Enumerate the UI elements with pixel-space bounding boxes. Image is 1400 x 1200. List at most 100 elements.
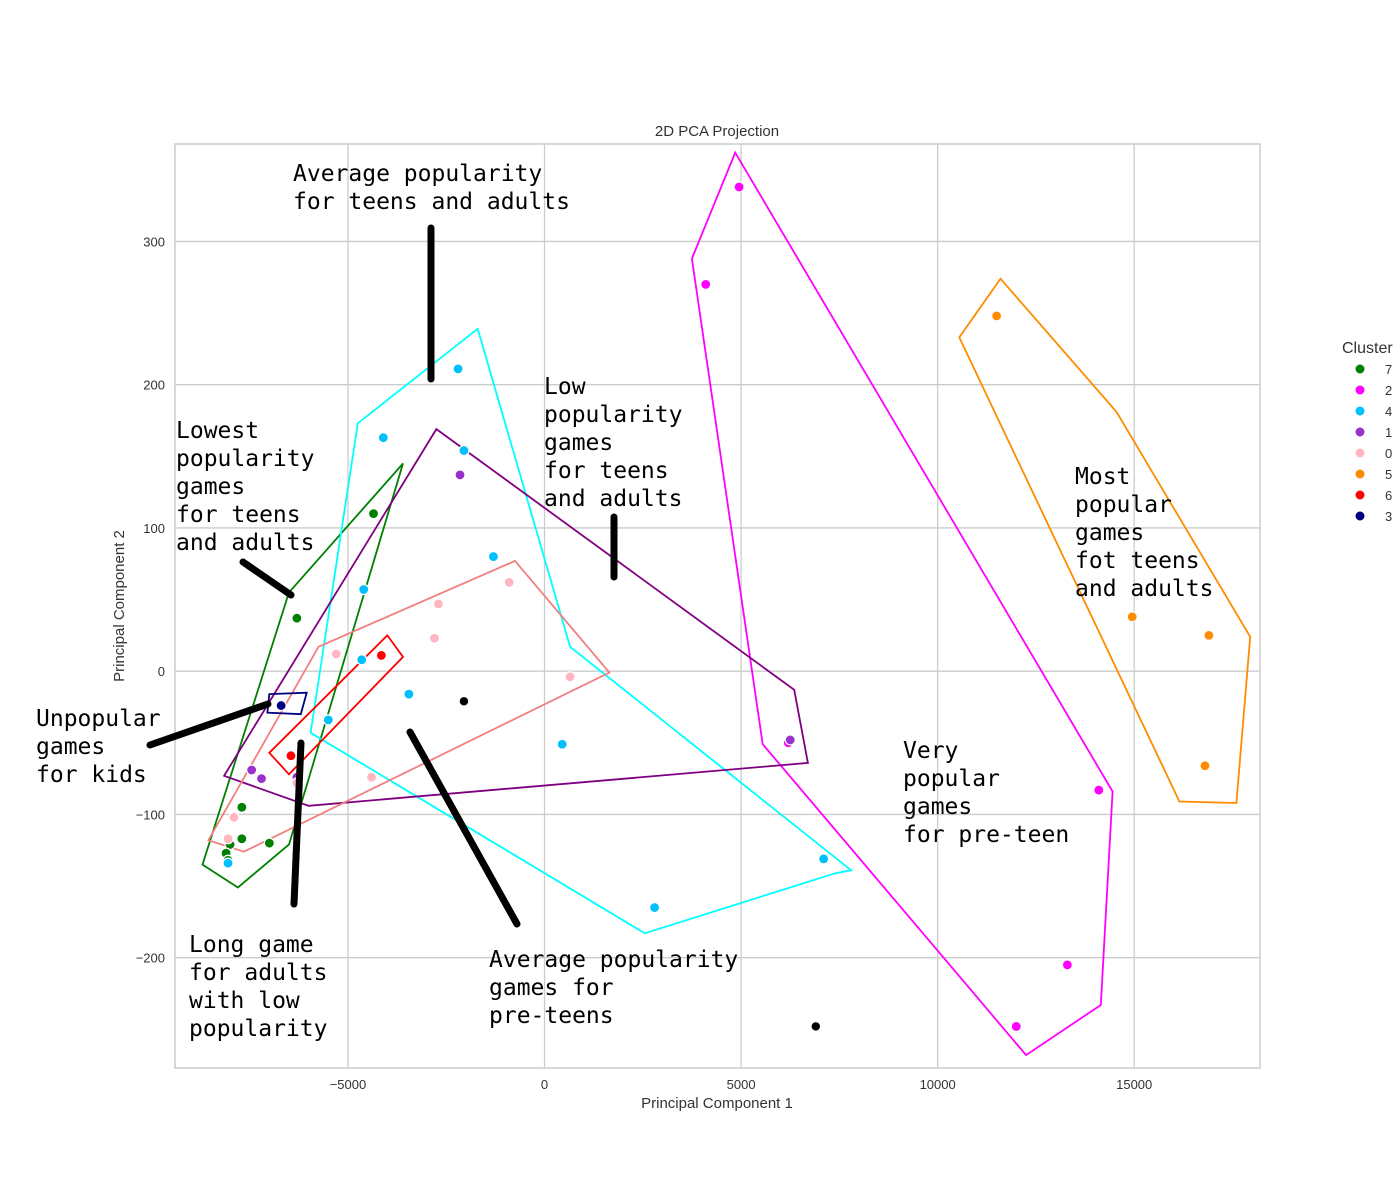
annotation-line: Long game xyxy=(189,932,314,958)
cluster-4-point xyxy=(356,654,368,666)
cluster-7-point xyxy=(263,837,275,849)
legend-label: 1 xyxy=(1385,425,1392,440)
annotation-very-popular-pre-teen: Very popular games for pre-teen xyxy=(903,738,1069,848)
y-axis-label: Principal Component 2 xyxy=(111,530,128,682)
annotation-long-game-adults: Long game for adults with low popularity xyxy=(189,932,341,1042)
y-tick-label: 300 xyxy=(143,234,165,249)
y-axis-ticks: −200 −100 0 100 200 300 xyxy=(136,234,165,965)
legend-label: 2 xyxy=(1385,383,1392,398)
legend-marker xyxy=(1354,447,1366,459)
legend-marker xyxy=(1354,384,1366,396)
annotations: Average popularity for teens and adults … xyxy=(36,161,1213,1042)
pointer-lowest-teens-adults xyxy=(239,558,295,599)
legend-label: 4 xyxy=(1385,404,1392,419)
cluster-0-point xyxy=(503,576,515,588)
annotation-line: and adults xyxy=(1075,576,1213,602)
y-tick-label: −200 xyxy=(136,951,165,966)
annotation-line: games xyxy=(544,430,613,456)
cluster-5-point xyxy=(1126,611,1138,623)
cluster-4-point xyxy=(487,550,500,563)
y-tick-label: −100 xyxy=(136,807,165,822)
annotation-line: for teens xyxy=(176,502,301,528)
annotation-line: Low xyxy=(544,374,586,400)
annotation-line: games xyxy=(903,794,972,820)
unassigned-point xyxy=(459,697,469,706)
annotation-line: games xyxy=(176,474,245,500)
annotation-line: popularity xyxy=(176,446,314,472)
annotation-line: for teens xyxy=(544,458,669,484)
cluster-2-point xyxy=(1010,1020,1022,1033)
annotation-line: games xyxy=(36,734,105,760)
legend-marker xyxy=(1354,510,1366,522)
cluster-1-point xyxy=(784,734,796,746)
pointer-long-game-adults xyxy=(290,739,305,908)
cluster-5-point xyxy=(1199,760,1211,772)
cluster-7-point xyxy=(236,833,248,845)
cluster-4-point xyxy=(377,432,389,444)
cluster-0-point xyxy=(222,833,234,845)
x-axis-ticks: −5000 0 5000 10000 15000 xyxy=(330,1077,1153,1092)
annotation-line: pre-teens xyxy=(489,1003,614,1029)
annotation-strokes xyxy=(146,224,618,928)
legend-marker xyxy=(1354,363,1366,375)
grid xyxy=(175,144,1260,1068)
x-tick-label: −5000 xyxy=(330,1077,367,1092)
legend-marker xyxy=(1354,405,1366,417)
x-tick-label: 10000 xyxy=(920,1077,956,1092)
x-tick-label: 15000 xyxy=(1116,1077,1152,1092)
annotation-line: popularity xyxy=(189,1016,327,1042)
cluster-4-point xyxy=(458,444,470,457)
cluster-4-hull xyxy=(309,327,854,935)
cluster-hulls xyxy=(201,150,1252,1057)
cluster-4-point xyxy=(556,738,568,750)
legend: Cluster 7 2 4 1 0 5 6 3 xyxy=(1342,340,1393,524)
cluster-5-point xyxy=(1203,629,1215,641)
cluster-1-point xyxy=(246,764,258,776)
annotation-unpopular-kids: Unpopular games for kids xyxy=(36,706,174,788)
x-tick-label: 0 xyxy=(541,1077,548,1092)
annotation-low-teens-adults: Low popularity games for teens and adult… xyxy=(544,374,696,512)
pointer-average-pre-teens xyxy=(406,728,521,928)
cluster-7-point xyxy=(236,801,248,813)
cluster-0-point xyxy=(330,648,342,660)
cluster-6-point xyxy=(285,750,297,762)
annotation-line: for pre-teen xyxy=(903,822,1069,848)
pointer-unpopular-kids xyxy=(146,700,272,749)
legend-label: 0 xyxy=(1385,446,1392,461)
legend-label: 6 xyxy=(1385,488,1392,503)
annotation-most-popular-teens-adults: Most popular games fot teens and adults xyxy=(1075,464,1213,602)
annotation-line: and adults xyxy=(544,486,682,512)
legend-marker xyxy=(1354,489,1366,501)
data-points xyxy=(220,181,1215,1033)
cluster-2-hull xyxy=(690,150,1114,1057)
cluster-2-point xyxy=(733,181,745,193)
chart-title: 2D PCA Projection xyxy=(655,123,779,140)
cluster-4-point xyxy=(818,853,830,865)
cluster-6-hull xyxy=(268,634,405,776)
annotation-line: games xyxy=(1075,520,1144,546)
annotation-line: popular xyxy=(1075,492,1172,518)
annotation-line: for teens and adults xyxy=(293,189,570,215)
annotation-line: Average popularity xyxy=(293,161,542,187)
x-tick-label: 5000 xyxy=(727,1077,756,1092)
cluster-7-point xyxy=(291,612,303,624)
annotation-line: Lowest xyxy=(176,418,259,444)
annotation-line: for adults xyxy=(189,960,327,986)
legend-marker xyxy=(1354,468,1366,480)
cluster-4-point xyxy=(358,583,370,596)
annotation-line: popularity xyxy=(544,402,682,428)
annotation-line: Average popularity xyxy=(489,947,738,973)
legend-marker xyxy=(1354,426,1366,438)
cluster-7-hull xyxy=(201,462,404,889)
cluster-1-point xyxy=(255,773,268,785)
annotation-average-pre-teens: Average popularity games for pre-teens xyxy=(489,947,752,1029)
cluster-1-hull xyxy=(222,427,809,807)
annotation-line: and adults xyxy=(176,530,314,556)
annotation-line: fot teens xyxy=(1075,548,1200,574)
annotation-line: popular xyxy=(903,766,1000,792)
cluster-4-point xyxy=(649,901,661,914)
y-tick-label: 0 xyxy=(158,664,165,679)
cluster-4-point xyxy=(452,363,464,375)
x-axis-label: Principal Component 1 xyxy=(641,1095,793,1112)
